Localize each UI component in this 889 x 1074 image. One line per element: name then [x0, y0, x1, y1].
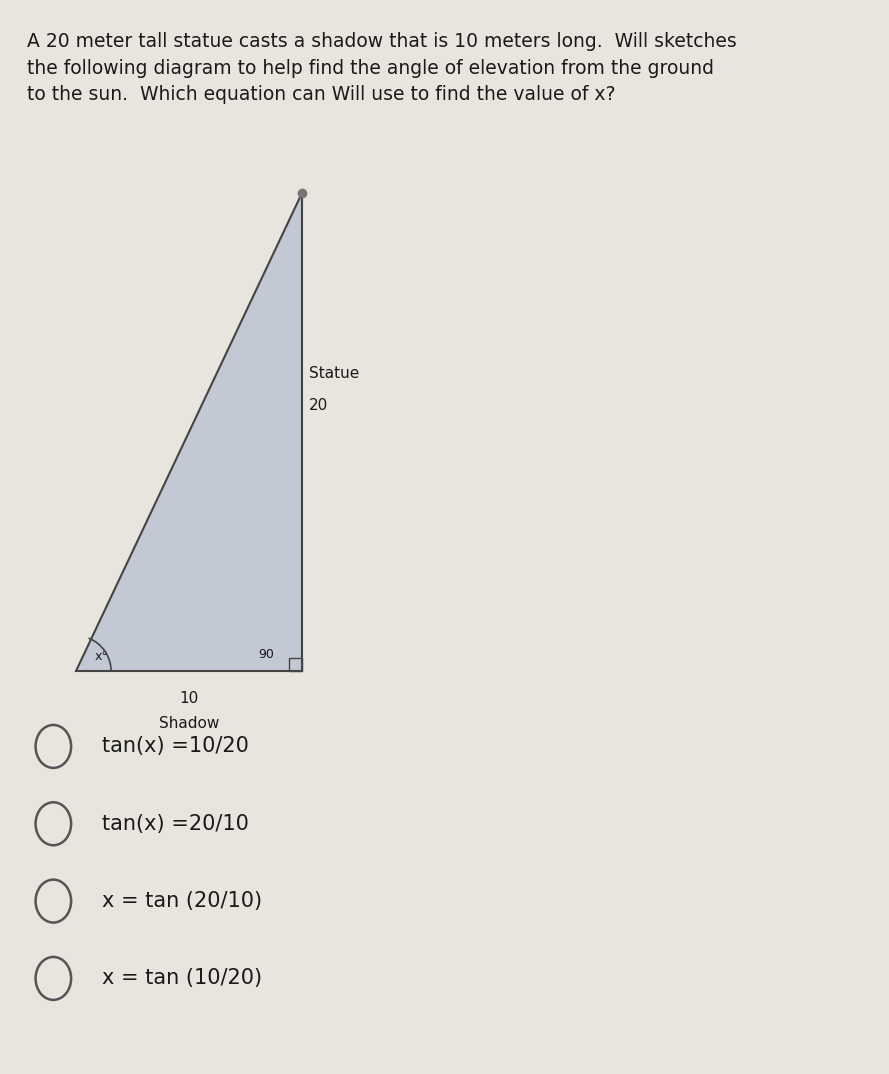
Text: 20: 20: [309, 398, 329, 412]
Text: tan(x) =20/10: tan(x) =20/10: [102, 814, 249, 833]
Text: x°: x°: [95, 650, 108, 663]
Text: 10: 10: [180, 691, 198, 706]
Polygon shape: [76, 193, 302, 671]
Text: x = tan (10/20): x = tan (10/20): [102, 969, 262, 988]
Text: x = tan (20/10): x = tan (20/10): [102, 891, 262, 911]
Text: A 20 meter tall statue casts a shadow that is 10 meters long.  Will sketches
the: A 20 meter tall statue casts a shadow th…: [27, 32, 736, 104]
Text: Shadow: Shadow: [159, 716, 219, 731]
Text: Statue: Statue: [309, 366, 360, 380]
Text: 90: 90: [258, 648, 274, 661]
Text: tan(x) =10/20: tan(x) =10/20: [102, 737, 249, 756]
